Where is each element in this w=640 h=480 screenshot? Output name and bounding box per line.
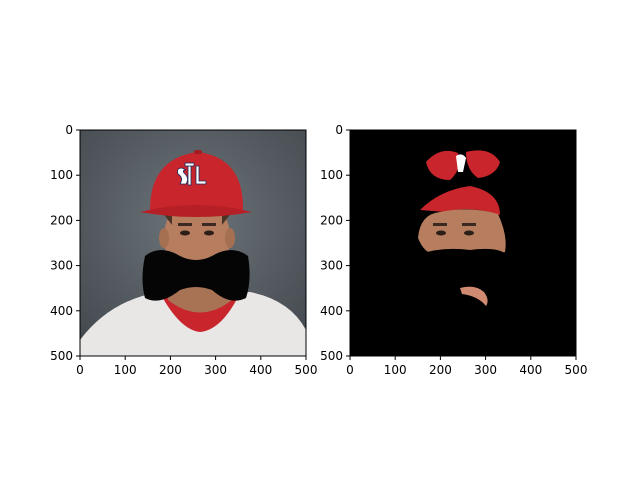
cap-logo bbox=[177, 162, 207, 186]
x-tick-label: 300 bbox=[204, 363, 227, 377]
x-tick-label: 400 bbox=[249, 363, 272, 377]
left-image bbox=[80, 130, 306, 356]
y-tick-label: 500 bbox=[50, 349, 73, 363]
x-tick-label: 400 bbox=[519, 363, 542, 377]
cap-fragment-left bbox=[426, 150, 459, 180]
eye-left bbox=[180, 230, 190, 236]
face-fragment bbox=[418, 209, 506, 258]
y-tick-label: 500 bbox=[320, 349, 343, 363]
x-tick-label: 200 bbox=[429, 363, 452, 377]
left-axes-frame bbox=[79, 129, 307, 357]
y-tick-label: 0 bbox=[65, 123, 73, 137]
right-image bbox=[350, 130, 576, 356]
bow-tie-occluder bbox=[142, 250, 250, 301]
eye-right-right-panel bbox=[464, 230, 474, 236]
y-tick-label: 400 bbox=[320, 304, 343, 318]
y-tick-label: 200 bbox=[320, 213, 343, 227]
occluded-region bbox=[414, 248, 508, 285]
x-tick-label: 200 bbox=[159, 363, 182, 377]
x-tick-label: 500 bbox=[565, 363, 588, 377]
x-tick-label: 100 bbox=[384, 363, 407, 377]
cap-button bbox=[194, 150, 202, 154]
brow-right bbox=[202, 223, 216, 226]
x-tick-label: 500 bbox=[295, 363, 318, 377]
y-tick-label: 300 bbox=[50, 259, 73, 273]
cap-fragment-logo bbox=[456, 154, 466, 172]
x-tick-label: 0 bbox=[76, 363, 84, 377]
eye-right bbox=[204, 230, 214, 236]
chin-fragment bbox=[460, 286, 488, 306]
brow-right-right-panel bbox=[462, 223, 476, 226]
y-tick-label: 100 bbox=[50, 168, 73, 182]
brow-left-right-panel bbox=[433, 223, 447, 226]
eye-left-right-panel bbox=[436, 230, 446, 236]
y-tick-label: 300 bbox=[320, 259, 343, 273]
y-tick-label: 400 bbox=[50, 304, 73, 318]
ear-right bbox=[225, 228, 235, 248]
x-tick-label: 100 bbox=[114, 363, 137, 377]
y-tick-label: 100 bbox=[320, 168, 343, 182]
x-tick-label: 0 bbox=[346, 363, 354, 377]
cap-brim bbox=[140, 205, 252, 217]
y-tick-label: 200 bbox=[50, 213, 73, 227]
y-tick-label: 0 bbox=[335, 123, 343, 137]
x-tick-label: 300 bbox=[474, 363, 497, 377]
cap-band bbox=[420, 186, 500, 215]
cap-fragment-right bbox=[466, 150, 500, 178]
brow-left bbox=[178, 223, 192, 226]
ear-left bbox=[159, 228, 169, 248]
right-axes-frame bbox=[349, 129, 577, 357]
